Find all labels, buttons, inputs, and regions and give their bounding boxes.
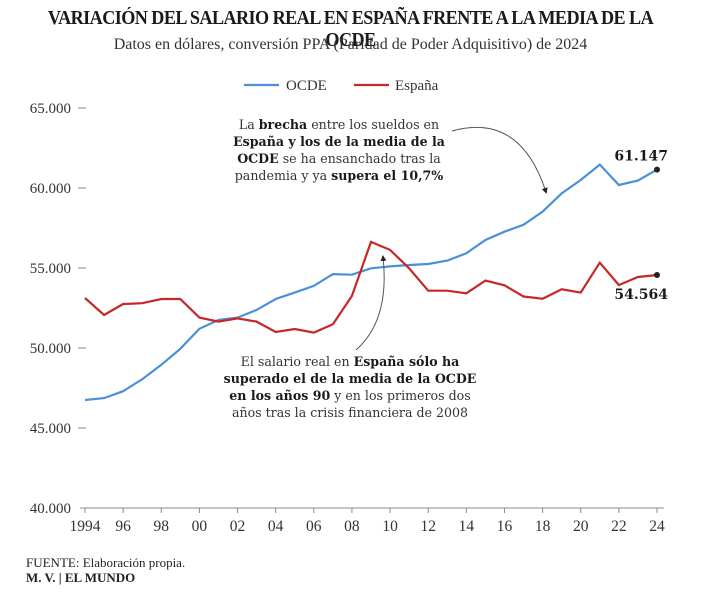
annotation-text: y en los primeros dos años tras la crisi… <box>231 388 471 420</box>
annotation-arrow-superado <box>355 255 387 351</box>
end-point-espana <box>654 271 660 278</box>
y-tick-label: 55.000 <box>30 261 71 277</box>
x-tick-label: 08 <box>344 518 360 535</box>
x-tick-label: 00 <box>192 518 208 535</box>
annotation-text: España sólo ha superado el de la media d… <box>223 354 477 403</box>
source-note: FUENTE: Elaboración propia. <box>26 555 186 570</box>
x-tick-label: 22 <box>611 518 627 535</box>
annotation-text: El salario real en <box>240 354 354 369</box>
annotation-text: entre los sueldos en <box>307 117 440 132</box>
x-tick-label: 16 <box>497 518 513 535</box>
x-tick-label: 14 <box>459 518 475 535</box>
annotation-text: se ha ensanchado tras la pandemia y ya <box>234 151 441 183</box>
x-tick-label: 20 <box>573 518 589 535</box>
legend: OCDE España <box>244 78 439 94</box>
annotation-text: supera el 10,7% <box>331 168 444 183</box>
series-lines: 61.147 54.564 <box>84 149 668 402</box>
end-label-espana: 54.564 <box>614 287 668 303</box>
x-axis: 1994 96 98 00 02 04 06 08 10 12 14 16 18 20 22 24 <box>70 507 665 535</box>
credit: M. V. | EL MUNDO <box>26 570 136 585</box>
legend-label-espana: España <box>395 78 439 94</box>
x-tick-label: 12 <box>420 518 436 535</box>
y-tick-label: 50.000 <box>30 341 71 357</box>
x-tick-label: 24 <box>649 518 665 535</box>
annotation-superado: El salario real en España sólo ha supera… <box>222 353 478 421</box>
annotation-text: brecha <box>258 117 308 132</box>
annotation-arrow-brecha <box>451 126 548 194</box>
x-tick-label: 06 <box>306 518 322 535</box>
annotation-text: España y los de la media de la OCDE <box>233 134 445 166</box>
footer: FUENTE: Elaboración propia. M. V. | EL M… <box>26 555 185 585</box>
annotation-text: La <box>238 117 259 132</box>
legend-label-ocde: OCDE <box>286 78 327 94</box>
end-point-ocde <box>654 166 660 173</box>
chart-title: VARIACIÓN DEL SALARIO REAL EN ESPAÑA FRE… <box>47 8 654 51</box>
chart-subtitle: Datos en dólares, conversión PPA (Parida… <box>113 36 588 53</box>
y-tick-label: 60.000 <box>30 181 71 197</box>
series-line-espana <box>84 240 658 334</box>
y-tick-label: 45.000 <box>30 421 71 437</box>
x-tick-label: 18 <box>535 518 551 535</box>
x-tick-label: 1994 <box>70 518 101 535</box>
series-line-ocde <box>84 163 658 402</box>
end-label-ocde: 61.147 <box>614 149 668 165</box>
x-tick-label: 96 <box>115 518 131 535</box>
x-tick-label: 98 <box>154 518 170 535</box>
y-tick-label: 65.000 <box>30 101 71 117</box>
y-tick-label: 40.000 <box>30 501 71 517</box>
annotation-brecha: La brecha entre los sueldos en España y … <box>226 116 452 184</box>
annotation-arrows <box>355 126 548 351</box>
x-tick-label: 02 <box>230 518 246 535</box>
y-axis: 40.000 45.000 50.000 55.000 60.000 65.000 <box>30 101 86 517</box>
x-tick-label: 10 <box>382 518 398 535</box>
x-tick-label: 04 <box>268 518 284 535</box>
